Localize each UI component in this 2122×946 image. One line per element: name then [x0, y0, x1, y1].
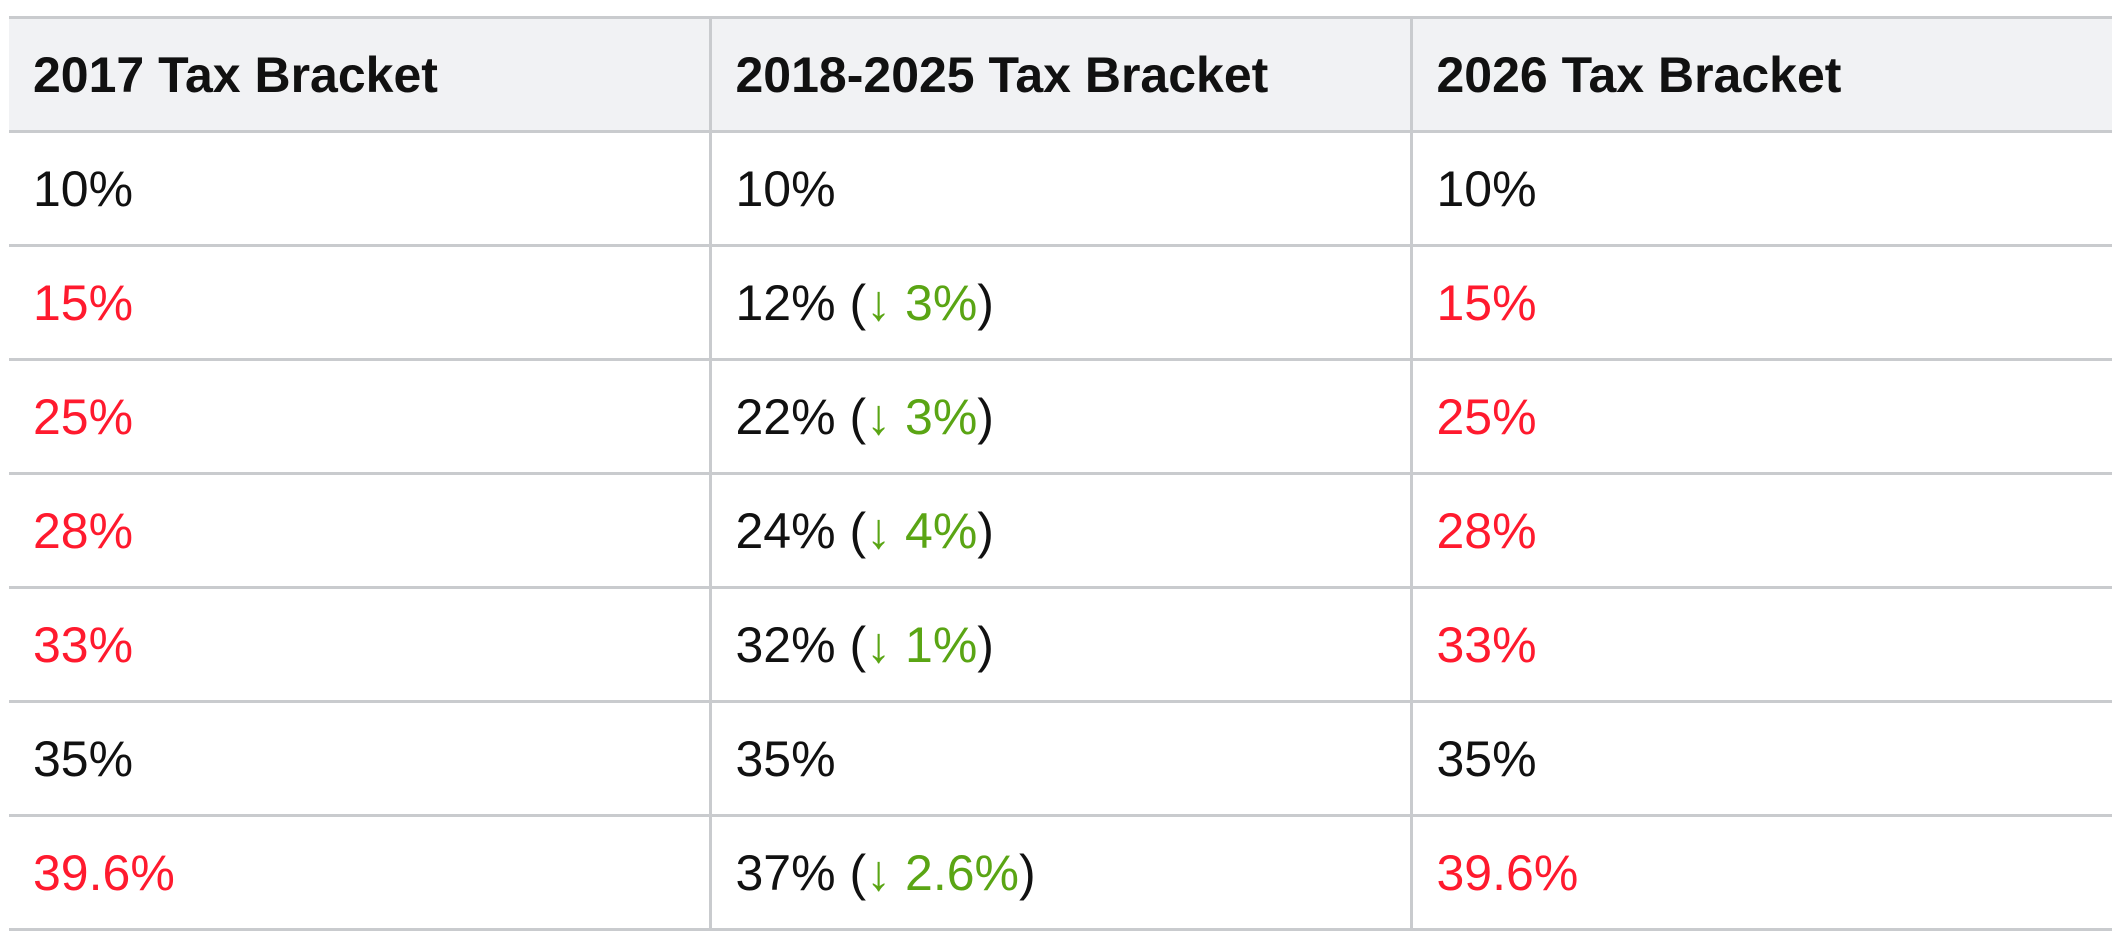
cell-2026: 28% — [1409, 472, 2112, 589]
cell-2018-2025: 24% (↓ 4%) — [708, 472, 1413, 589]
header-2026: 2026 Tax Bracket — [1409, 16, 2112, 133]
cell-2017: 25% — [9, 358, 712, 475]
table-body: 10% 10% 10% 15% 12% (↓ 3%) 15% 25% 22% (… — [9, 130, 2112, 931]
header-2017: 2017 Tax Bracket — [9, 16, 712, 133]
cell-2018-2025: 35% — [708, 700, 1413, 817]
decrease-change: ↓ 4% — [866, 502, 978, 559]
cell-2026: 25% — [1409, 358, 2112, 475]
cell-2018-2025: 32% (↓ 1%) — [708, 586, 1413, 703]
tax-bracket-table: 2017 Tax Bracket 2018-2025 Tax Bracket 2… — [9, 16, 2112, 931]
cell-2018-2025: 12% (↓ 3%) — [708, 244, 1413, 361]
cell-2026: 35% — [1409, 700, 2112, 817]
cell-2026: 15% — [1409, 244, 2112, 361]
table-row: 15% 12% (↓ 3%) 15% — [9, 244, 2112, 361]
table-row: 10% 10% 10% — [9, 130, 2112, 247]
decrease-change: ↓ 3% — [866, 274, 978, 331]
decrease-change: ↓ 2.6% — [866, 844, 1019, 901]
header-2018-2025: 2018-2025 Tax Bracket — [708, 16, 1413, 133]
table-row: 28% 24% (↓ 4%) 28% — [9, 472, 2112, 589]
rate-value: 35% — [735, 730, 836, 787]
cell-2018-2025: 22% (↓ 3%) — [708, 358, 1413, 475]
cell-2026: 39.6% — [1409, 814, 2112, 931]
rate-value: 32% — [735, 616, 836, 673]
rate-value: 24% — [735, 502, 836, 559]
table-row: 25% 22% (↓ 3%) 25% — [9, 358, 2112, 475]
rate-value: 10% — [735, 160, 836, 217]
table-row: 33% 32% (↓ 1%) 33% — [9, 586, 2112, 703]
rate-value: 22% — [735, 388, 836, 445]
cell-2017: 15% — [9, 244, 712, 361]
cell-2018-2025: 10% — [708, 130, 1413, 247]
table-row: 35% 35% 35% — [9, 700, 2112, 817]
cell-2026: 10% — [1409, 130, 2112, 247]
table-header: 2017 Tax Bracket 2018-2025 Tax Bracket 2… — [9, 16, 2112, 133]
decrease-change: ↓ 3% — [866, 388, 978, 445]
cell-2017: 28% — [9, 472, 712, 589]
cell-2018-2025: 37% (↓ 2.6%) — [708, 814, 1413, 931]
cell-2026: 33% — [1409, 586, 2112, 703]
rate-value: 37% — [735, 844, 836, 901]
cell-2017: 35% — [9, 700, 712, 817]
cell-2017: 33% — [9, 586, 712, 703]
table-row: 39.6% 37% (↓ 2.6%) 39.6% — [9, 814, 2112, 931]
decrease-change: ↓ 1% — [866, 616, 978, 673]
header-row: 2017 Tax Bracket 2018-2025 Tax Bracket 2… — [9, 16, 2112, 133]
rate-value: 12% — [735, 274, 836, 331]
tax-bracket-table-container: 2017 Tax Bracket 2018-2025 Tax Bracket 2… — [9, 16, 2112, 931]
cell-2017: 10% — [9, 130, 712, 247]
cell-2017: 39.6% — [9, 814, 712, 931]
